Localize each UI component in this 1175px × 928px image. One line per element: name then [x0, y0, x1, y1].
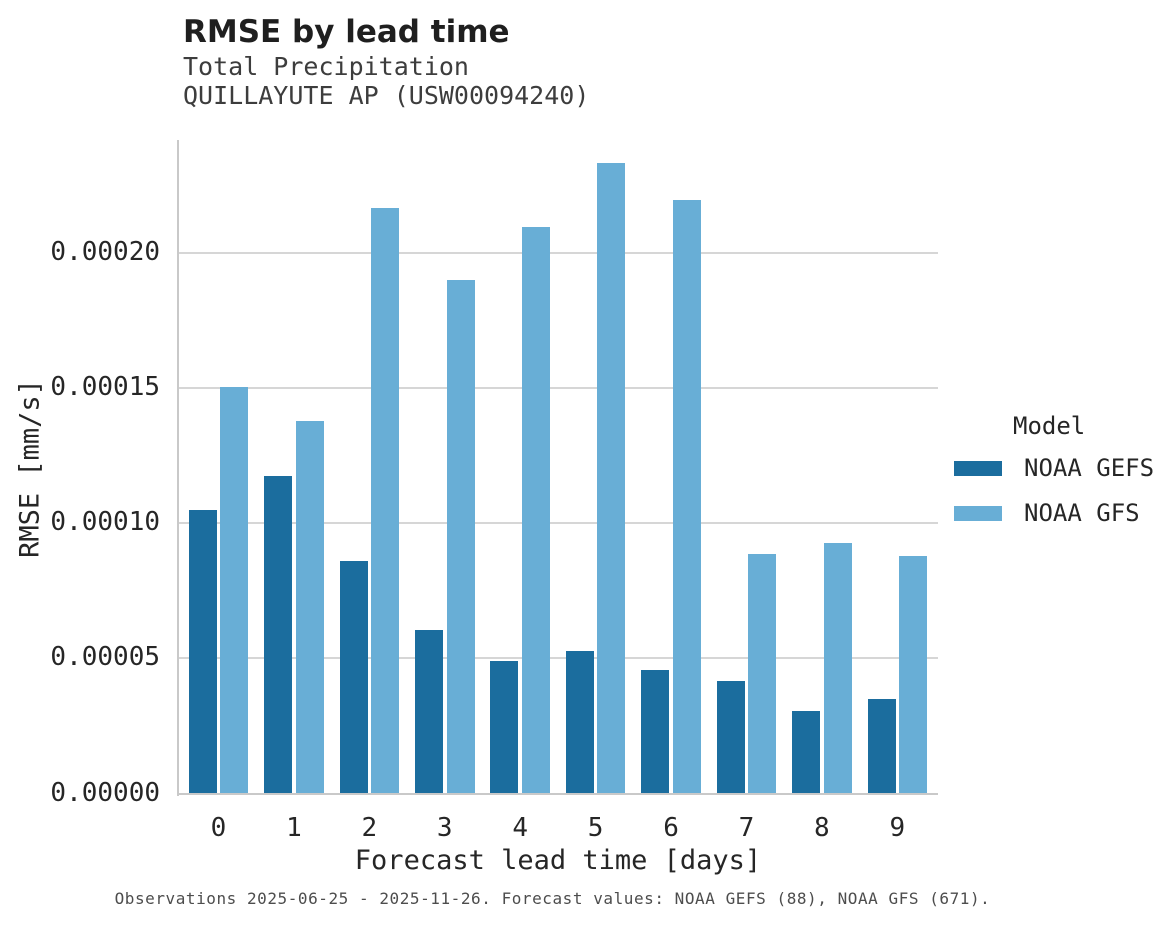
legend-item-noaa-gfs: NOAA GFS: [954, 499, 1154, 527]
y-gridline: [178, 522, 938, 525]
chart-title: RMSE by lead time: [183, 14, 510, 50]
footer-caption: Observations 2025-06-25 - 2025-11-26. Fo…: [114, 889, 991, 908]
x-tick-label: 9: [889, 813, 906, 843]
x-tick-label: 2: [361, 813, 378, 843]
y-tick-label: 0.00010: [50, 507, 160, 538]
y-gridline: [178, 657, 938, 660]
x-tick-label: 5: [587, 813, 604, 843]
y-axis-spine: [177, 140, 179, 796]
x-axis-label: Forecast lead time [days]: [354, 845, 762, 876]
legend-item-noaa-gefs: NOAA GEFS: [954, 454, 1154, 482]
x-tick-label: 0: [210, 813, 227, 843]
y-tick-label: 0.00005: [50, 642, 160, 673]
legend-swatch-noaa-gfs: [954, 505, 1002, 521]
bar-noaa-gfs-lead-0: [220, 387, 249, 794]
bar-noaa-gfs-lead-1: [295, 420, 324, 794]
y-tick-label: 0.00000: [50, 777, 160, 808]
bar-noaa-gfs-lead-6: [672, 199, 701, 794]
x-axis-line: [177, 793, 938, 795]
x-tick-label: 6: [663, 813, 679, 843]
bar-noaa-gfs-lead-5: [597, 163, 626, 794]
x-tick-label: 1: [286, 813, 302, 843]
bar-noaa-gefs-lead-0: [188, 509, 217, 794]
bar-noaa-gefs-lead-6: [641, 670, 670, 794]
x-tick-label: 8: [814, 813, 830, 843]
bar-noaa-gefs-lead-3: [415, 629, 443, 794]
bar-noaa-gfs-lead-8: [823, 542, 852, 794]
bar-noaa-gefs-lead-2: [339, 560, 368, 794]
legend-label-noaa-gfs: NOAA GFS: [1024, 499, 1140, 527]
chart-subtitle-variable: Total Precipitation: [183, 52, 469, 81]
x-tick-label: 4: [512, 813, 528, 843]
bar-noaa-gefs-lead-8: [792, 711, 821, 794]
y-gridline: [178, 251, 938, 254]
y-axis-label: RMSE [mm/s]: [14, 379, 46, 558]
x-tick-label: 7: [738, 813, 755, 843]
chart-subtitle-station: QUILLAYUTE AP (USW00094240): [183, 81, 590, 110]
y-gridline: [178, 386, 938, 389]
y-tick-label: 0.00015: [50, 371, 160, 402]
legend-swatch-noaa-gefs: [954, 460, 1002, 476]
bar-noaa-gfs-lead-3: [446, 279, 475, 794]
bar-noaa-gfs-lead-2: [371, 208, 400, 794]
legend-title: Model: [1013, 412, 1086, 440]
bar-noaa-gefs-lead-1: [264, 475, 293, 794]
bar-noaa-gefs-lead-5: [565, 650, 594, 794]
legend: Model NOAA GEFS NOAA GFS: [954, 412, 1154, 544]
bar-noaa-gefs-lead-7: [716, 681, 745, 794]
bar-noaa-gfs-lead-7: [748, 553, 777, 794]
bar-noaa-gfs-lead-9: [899, 556, 928, 794]
bar-noaa-gefs-lead-9: [867, 698, 896, 794]
legend-label-noaa-gefs: NOAA GEFS: [1024, 454, 1155, 482]
y-tick-label: 0.00020: [50, 236, 160, 267]
bar-noaa-gefs-lead-4: [490, 661, 519, 794]
bar-noaa-gfs-lead-4: [521, 227, 550, 794]
x-tick-label: 3: [436, 813, 453, 843]
